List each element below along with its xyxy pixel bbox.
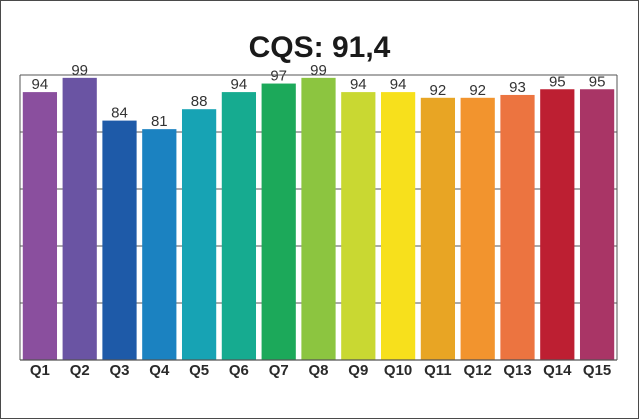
- x-tick-label: Q10: [384, 362, 412, 379]
- bar-q13: [500, 94, 535, 360]
- x-tick-label: Q9: [348, 362, 368, 379]
- bar-q10: [380, 92, 416, 360]
- x-tick-label: Q7: [269, 362, 289, 379]
- value-label: 84: [111, 105, 128, 122]
- value-label: 97: [270, 68, 287, 85]
- value-label: 88: [191, 93, 208, 110]
- value-label: 95: [589, 73, 606, 90]
- x-tick-label: Q5: [189, 362, 209, 379]
- bar-q4: [142, 129, 177, 360]
- axes: [19, 74, 618, 361]
- x-tick-label: Q13: [503, 362, 531, 379]
- bar-q7: [261, 83, 296, 361]
- value-label: 99: [310, 62, 327, 79]
- x-tick-label: Q1: [30, 362, 50, 379]
- x-tick-label: Q15: [583, 362, 611, 379]
- value-label: 92: [469, 82, 486, 99]
- x-tick-label: Q6: [229, 362, 249, 379]
- value-label: 81: [151, 113, 168, 130]
- x-tick-label: Q2: [70, 362, 90, 379]
- bar-q14: [540, 89, 575, 360]
- bar-q2: [62, 77, 97, 360]
- value-label: 94: [390, 76, 407, 93]
- bar-q8: [301, 77, 336, 360]
- bar-q6: [221, 92, 257, 360]
- value-label: 94: [32, 76, 49, 93]
- value-label: 92: [430, 82, 447, 99]
- bar-q9: [341, 92, 376, 360]
- bar-q3: [102, 120, 137, 360]
- x-tick-label: Q4: [149, 362, 170, 379]
- bar-q5: [181, 109, 217, 360]
- value-label: 95: [549, 73, 566, 90]
- bars: [22, 77, 615, 361]
- bar-q15: [579, 89, 615, 360]
- x-tick-label: Q8: [308, 362, 328, 379]
- value-label: 93: [509, 79, 526, 96]
- value-label: 99: [71, 62, 88, 79]
- chart-title: CQS: 91,4: [248, 31, 391, 64]
- x-tick-label: Q3: [109, 362, 129, 379]
- x-tick-label: Q14: [543, 362, 572, 379]
- value-label: 94: [350, 76, 367, 93]
- bar-q11: [420, 97, 456, 361]
- value-label: 94: [231, 76, 248, 93]
- bar-q1: [22, 92, 58, 360]
- bar-q12: [460, 97, 495, 361]
- x-tick-label: Q12: [464, 362, 492, 379]
- x-tick-label: Q11: [424, 362, 452, 379]
- value-labels: 94 99 84 81 88 94 97 99 94 94 92 92 93 95 95: [32, 62, 606, 130]
- x-tick-labels: Q1 Q2 Q3 Q4 Q5 Q6 Q7 Q8 Q9 Q10 Q11 Q12 Q13 Q14 Q15: [30, 362, 611, 379]
